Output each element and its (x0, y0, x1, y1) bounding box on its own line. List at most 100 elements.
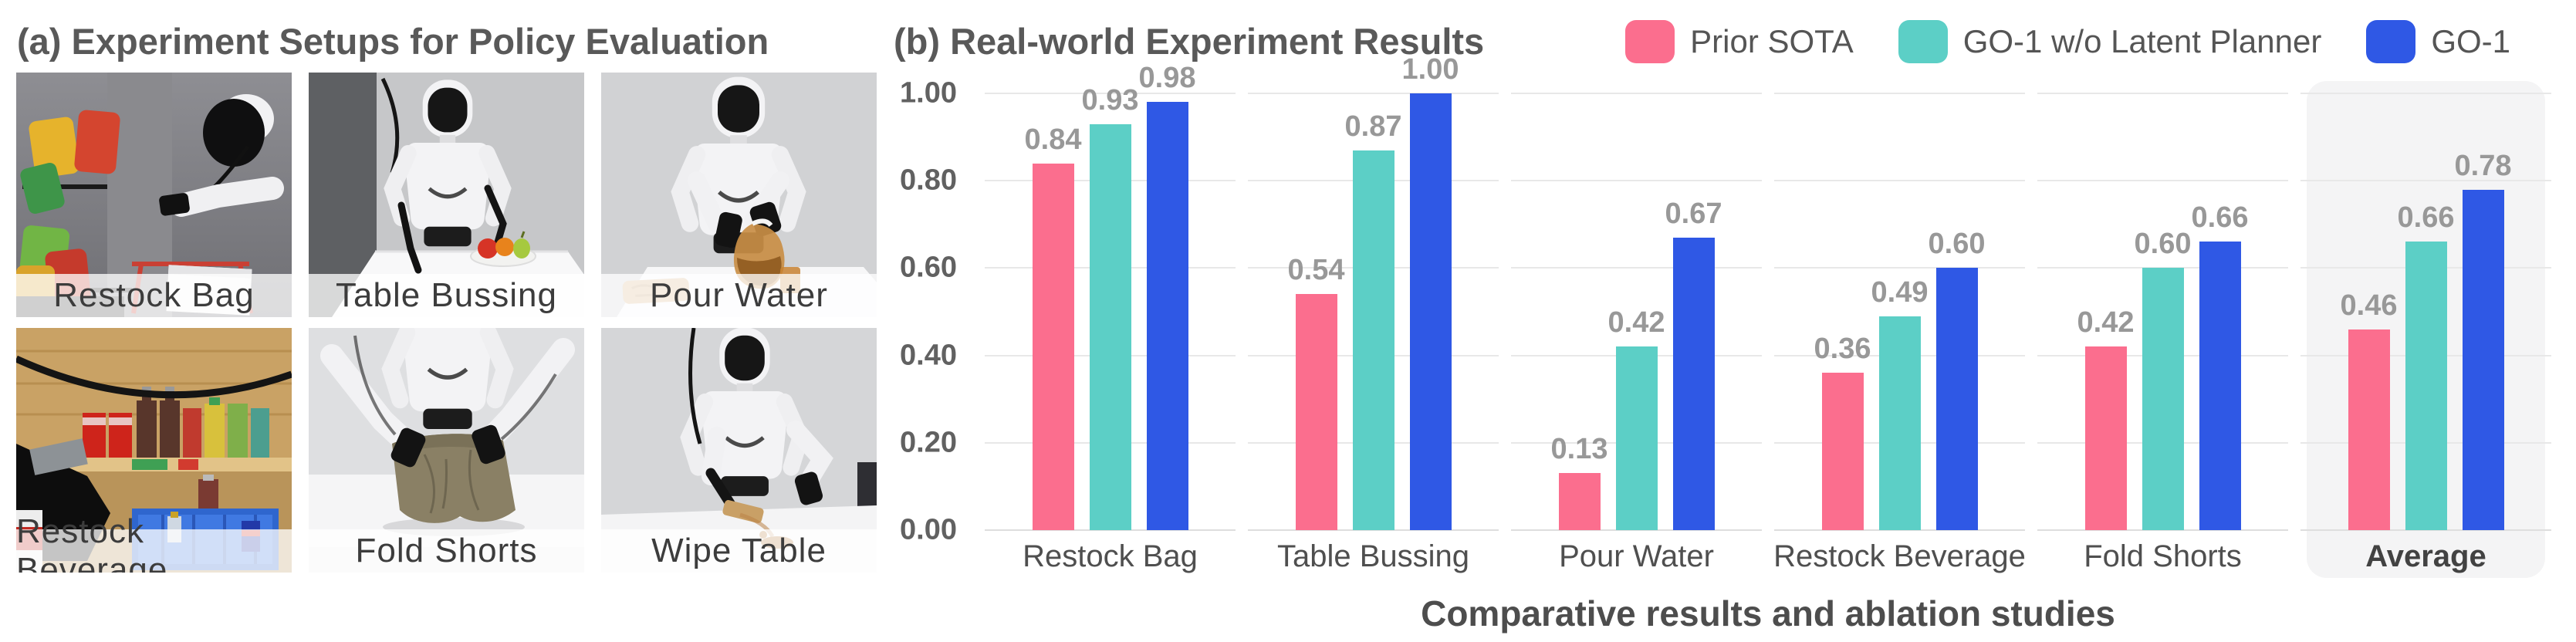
bar-group-restock-beverage: 0.36 0.49 0.60 Restock Beverage (1768, 93, 2031, 573)
gridline (2037, 529, 2288, 531)
bars-pour-water: 0.13 0.42 0.67 (1505, 93, 1768, 530)
photo-label-fold-shorts: Fold Shorts (309, 529, 584, 573)
bar-value-label: 0.46 (2340, 289, 2398, 322)
bar-value-label: 0.67 (1665, 197, 1722, 230)
gridline (1511, 529, 1762, 531)
restock-bag-scene-illustration (16, 73, 292, 317)
gridline (2037, 93, 2288, 94)
bar-prior-sota-table-bussing: 0.54 (1288, 254, 1344, 530)
bar-go-1-fold-shorts: 0.66 (2192, 201, 2248, 530)
legend-label-prior-sota: Prior SOTA (1690, 23, 1854, 59)
photo-wipe-table: Wipe Table (601, 328, 877, 573)
photo-label-table-bussing: Table Bussing (309, 274, 584, 317)
bar-value-label: 0.78 (2454, 149, 2512, 182)
gridline (2037, 180, 2288, 182)
y-tick-0.80: 0.80 (900, 164, 957, 197)
bars-table-bussing: 0.54 0.87 1.00 (1242, 53, 1505, 530)
bar-value-label: 0.98 (1138, 62, 1196, 95)
y-tick-0.20: 0.20 (900, 426, 957, 459)
bar-value-label: 0.84 (1024, 123, 1082, 156)
bar-value-label: 0.54 (1287, 254, 1345, 287)
y-axis: 0.00 0.20 0.40 0.60 0.80 1.00 (870, 77, 957, 546)
category-label-average: Average (2365, 539, 2486, 573)
chart-legend: Prior SOTA GO-1 w/o Latent Planner GO-1 (1625, 20, 2510, 63)
legend-item-go1-wo-latent-planner: GO-1 w/o Latent Planner (1898, 20, 2322, 63)
experiment-photo-grid: Restock Bag Table Bussing (16, 73, 877, 573)
bar-group-fold-shorts: 0.42 0.60 0.66 Fold Shorts (2031, 93, 2294, 573)
gridline (985, 93, 1236, 94)
photo-restock-beverage: Restock Beverage (16, 328, 292, 573)
bar-prior-sota-restock-beverage: 0.36 (1814, 333, 1871, 530)
bar-group-pour-water: 0.13 0.42 0.67 Pour Water (1505, 93, 1768, 573)
category-label-table-bussing: Table Bussing (1276, 539, 1470, 573)
photo-label-pour-water: Pour Water (601, 274, 877, 317)
photo-restock-bag: Restock Bag (16, 73, 292, 317)
gridline (1248, 93, 1499, 94)
gridline (2300, 93, 2551, 94)
bar-value-label: 0.36 (1814, 333, 1871, 366)
bar-go-1-average: 0.78 (2455, 150, 2511, 530)
bar-value-label: 0.66 (2191, 201, 2249, 235)
y-tick-0.60: 0.60 (900, 251, 957, 284)
plot-area: 0.84 0.93 0.98 Restock Bag 0.54 0.87 1.00 Table… (979, 53, 2557, 578)
bar-go-1-w-o-latent-planner-restock-bag: 0.93 (1082, 84, 1138, 530)
legend-label-go1: GO-1 (2431, 23, 2510, 59)
gridline (2300, 529, 2551, 531)
chart-caption: Comparative results and ablation studies (1421, 593, 2115, 634)
gridline (1774, 180, 2025, 182)
category-label-restock-beverage: Restock Beverage (1773, 539, 2026, 573)
legend-item-prior-sota: Prior SOTA (1625, 20, 1854, 63)
gridline (1774, 267, 2025, 269)
bar-value-label: 0.60 (1928, 228, 1986, 261)
legend-item-go1: GO-1 (2366, 20, 2510, 63)
gridline (1511, 180, 1762, 182)
bar-prior-sota-fold-shorts: 0.42 (2077, 306, 2134, 530)
bar-group-restock-bag: 0.84 0.93 0.98 Restock Bag (979, 62, 1242, 573)
gridline (1774, 529, 2025, 531)
bars-restock-bag: 0.84 0.93 0.98 (979, 62, 1242, 530)
bar-prior-sota-restock-bag: 0.84 (1025, 123, 1081, 530)
photo-fold-shorts: Fold Shorts (309, 328, 584, 573)
bar-value-label: 0.49 (1871, 275, 1929, 309)
bar-value-label: 0.87 (1344, 110, 1402, 143)
photo-label-wipe-table: Wipe Table (601, 529, 877, 573)
bar-value-label: 0.42 (1607, 306, 1665, 340)
legend-label-go1-wo-latent-planner: GO-1 w/o Latent Planner (1962, 23, 2322, 59)
category-label-pour-water: Pour Water (1559, 539, 1714, 573)
photo-label-restock-bag: Restock Bag (16, 274, 292, 317)
bar-prior-sota-average: 0.46 (2341, 289, 2397, 530)
bar-value-label: 0.60 (2134, 228, 2192, 261)
bar-go-1-table-bussing: 1.00 (1402, 53, 1459, 530)
category-label-fold-shorts: Fold Shorts (2084, 539, 2242, 573)
gridline (1774, 93, 2025, 94)
bar-value-label: 0.93 (1081, 83, 1139, 117)
y-tick-0.40: 0.40 (900, 339, 957, 372)
legend-swatch-go1 (2366, 20, 2416, 63)
bars-fold-shorts: 0.42 0.60 0.66 (2031, 93, 2294, 530)
bar-value-label: 0.13 (1550, 433, 1608, 466)
bar-prior-sota-pour-water: 0.13 (1551, 433, 1607, 530)
photo-pour-water: Pour Water (601, 73, 877, 317)
bar-go-1-pour-water: 0.67 (1665, 198, 1722, 530)
legend-swatch-go1-wo-latent-planner (1898, 20, 1948, 63)
panel-b-title: (b) Real-world Experiment Results (894, 21, 1485, 62)
bar-go-1-w-o-latent-planner-fold-shorts: 0.60 (2135, 228, 2191, 530)
gridline (1248, 529, 1499, 531)
gridline (985, 529, 1236, 531)
gridline (1511, 267, 1762, 269)
y-tick-1.00: 1.00 (900, 76, 957, 110)
legend-swatch-prior-sota (1625, 20, 1675, 63)
gridline (1511, 93, 1762, 94)
photo-table-bussing: Table Bussing (309, 73, 584, 317)
category-label-restock-bag: Restock Bag (1023, 539, 1198, 573)
bar-value-label: 0.42 (2077, 306, 2135, 340)
bar-go-1-w-o-latent-planner-pour-water: 0.42 (1608, 306, 1665, 530)
bar-go-1-restock-beverage: 0.60 (1929, 228, 1985, 530)
panel-a-title: (a) Experiment Setups for Policy Evaluat… (17, 21, 769, 62)
bar-group-average: 0.46 0.66 0.78 Average (2294, 81, 2557, 578)
bars-restock-beverage: 0.36 0.49 0.60 (1768, 93, 2031, 530)
bar-value-label: 0.66 (2397, 201, 2455, 235)
bars-average: 0.46 0.66 0.78 (2294, 93, 2557, 530)
bar-go-1-w-o-latent-planner-average: 0.66 (2398, 201, 2454, 530)
